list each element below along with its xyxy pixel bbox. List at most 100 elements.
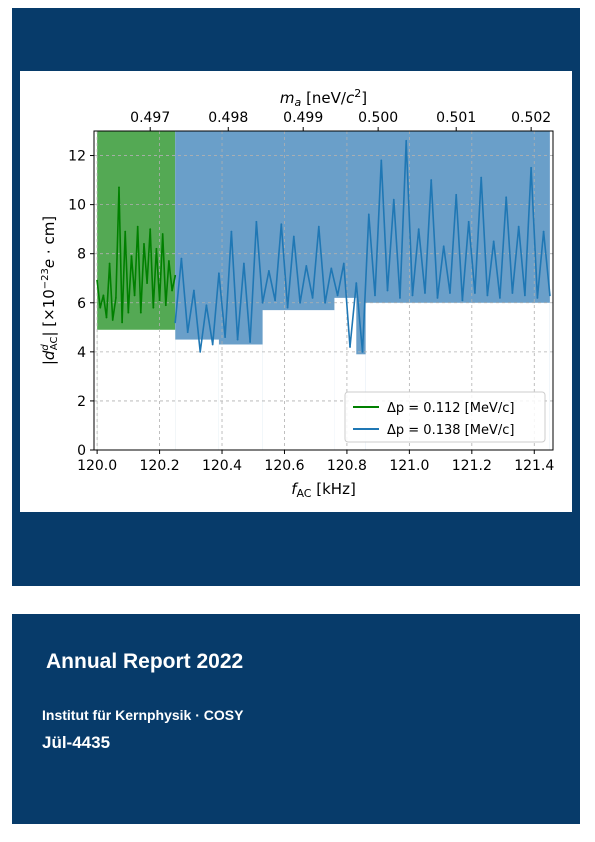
series-point-1-30 bbox=[361, 350, 364, 353]
series-point-0-15 bbox=[143, 242, 145, 245]
x-tick-label-2: 120.4 bbox=[202, 458, 242, 474]
series-point-1-0 bbox=[174, 321, 177, 324]
series-point-1-38 bbox=[411, 294, 414, 297]
series-point-1-32 bbox=[374, 294, 376, 297]
region-lower-bound-1 bbox=[187, 356, 213, 450]
legend-box bbox=[344, 391, 546, 443]
series-point-1-60 bbox=[548, 294, 551, 297]
series-point-1-29 bbox=[355, 282, 358, 285]
series-point-0-2 bbox=[102, 294, 105, 297]
series-point-1-54 bbox=[511, 292, 514, 294]
series-point-1-59 bbox=[542, 230, 545, 233]
series-point-0-22 bbox=[164, 304, 167, 307]
series-point-0-0 bbox=[96, 279, 99, 282]
series-point-1-7 bbox=[217, 272, 220, 275]
axis-ticks: 120.0 120.2 120.4 120.6 120.8 121.0 121.2 121.4… bbox=[68, 110, 554, 474]
series-point-1-21 bbox=[305, 265, 308, 267]
series-point-1-40 bbox=[424, 292, 426, 294]
series-point-1-58 bbox=[536, 296, 539, 299]
series-point-1-15 bbox=[267, 269, 270, 272]
y-tick-label-6: 12 bbox=[68, 149, 86, 165]
series-point-1-47 bbox=[467, 220, 470, 223]
series-point-0-18 bbox=[152, 306, 155, 309]
series-point-1-5 bbox=[205, 304, 208, 307]
series-point-0-11 bbox=[130, 255, 133, 258]
series-lines bbox=[96, 139, 551, 353]
top-tick-label-2: 0.499 bbox=[283, 110, 323, 126]
series-point-0-7 bbox=[118, 186, 120, 189]
legend-label-blue: Δp = 0.138 [MeV/c] bbox=[387, 423, 514, 438]
series-point-0-23 bbox=[168, 260, 170, 262]
series-point-1-50 bbox=[486, 294, 489, 297]
top-tick-label-1: 0.498 bbox=[208, 110, 248, 126]
series-point-1-33 bbox=[380, 159, 383, 162]
institute-name: Institut für Kernphysik · COSY bbox=[42, 707, 244, 723]
series-point-0-10 bbox=[127, 311, 130, 314]
x-tick-label-0: 120.0 bbox=[77, 458, 117, 474]
series-point-0-9 bbox=[124, 230, 127, 233]
report-title: Annual Report 2022 bbox=[46, 650, 244, 673]
x-axis-label: fAC [kHz] bbox=[291, 480, 356, 500]
series-point-0-5 bbox=[111, 319, 114, 321]
series-point-1-2 bbox=[186, 331, 189, 334]
axes-frame bbox=[93, 130, 554, 451]
series-point-1-56 bbox=[523, 294, 526, 297]
series-point-0-16 bbox=[146, 282, 148, 285]
legend-label-green: Δp = 0.112 [MeV/c] bbox=[387, 401, 514, 416]
y-tick-label-3: 6 bbox=[77, 296, 86, 312]
series-point-0-17 bbox=[149, 228, 152, 231]
y-tick-label-5: 10 bbox=[68, 198, 86, 214]
series-point-1-16 bbox=[274, 299, 277, 302]
series-point-1-22 bbox=[311, 296, 314, 299]
series-point-1-52 bbox=[499, 296, 501, 299]
series-point-0-20 bbox=[158, 299, 161, 302]
top-tick-label-5: 0.502 bbox=[511, 110, 551, 126]
series-point-1-27 bbox=[342, 262, 345, 265]
series-point-1-39 bbox=[417, 228, 420, 231]
x-tick-label-4: 120.8 bbox=[327, 458, 367, 474]
top-tick-label-4: 0.501 bbox=[436, 110, 476, 126]
series-point-1-6 bbox=[211, 343, 214, 346]
series-point-1-44 bbox=[449, 292, 451, 294]
series-point-1-46 bbox=[461, 299, 464, 302]
x-tick-label-3: 120.6 bbox=[264, 458, 304, 474]
series-point-1-41 bbox=[430, 179, 433, 181]
y-tick-label-1: 2 bbox=[77, 394, 86, 410]
x-tick-label-6: 121.2 bbox=[452, 458, 492, 474]
region-lower-bound-green bbox=[97, 329, 176, 450]
top-tick-label-3: 0.500 bbox=[358, 110, 398, 126]
series-point-1-8 bbox=[224, 336, 227, 339]
x-tick-label-5: 121.0 bbox=[389, 458, 429, 474]
series-point-1-45 bbox=[455, 193, 458, 196]
series-point-1-3 bbox=[193, 289, 195, 292]
report-number: Jül-4435 bbox=[42, 733, 111, 752]
series-point-0-21 bbox=[161, 233, 164, 235]
series-point-1-28 bbox=[349, 346, 351, 348]
cover-bottom-panel bbox=[12, 614, 580, 824]
series-point-1-31 bbox=[367, 213, 370, 216]
series-point-1-10 bbox=[236, 338, 239, 341]
top-tick-label-0: 0.497 bbox=[130, 110, 170, 126]
series-point-1-37 bbox=[405, 139, 408, 142]
series-point-1-43 bbox=[442, 245, 445, 248]
figure-frame: 120.0 120.2 120.4 120.6 120.8 121.0 121.2 121.4… bbox=[20, 71, 572, 512]
series-point-1-19 bbox=[292, 235, 295, 238]
top-axis-label: ma [neV/c2] bbox=[280, 87, 367, 109]
series-point-1-14 bbox=[261, 301, 264, 304]
series-point-1-20 bbox=[299, 301, 301, 304]
series-point-0-24 bbox=[171, 289, 173, 292]
series-point-1-49 bbox=[480, 176, 483, 179]
series-point-1-17 bbox=[280, 223, 283, 226]
y-tick-label-4: 8 bbox=[77, 247, 86, 263]
series-point-0-8 bbox=[121, 321, 124, 324]
series-line-green bbox=[96, 186, 176, 324]
series-point-1-1 bbox=[180, 257, 183, 260]
y-tick-label-0: 0 bbox=[77, 443, 86, 459]
series-point-1-57 bbox=[530, 166, 533, 169]
series-point-0-4 bbox=[108, 262, 111, 265]
series-point-0-12 bbox=[133, 294, 136, 297]
series-point-1-23 bbox=[317, 225, 320, 228]
series-point-0-1 bbox=[99, 306, 102, 309]
series-point-1-9 bbox=[230, 230, 233, 233]
series-point-1-55 bbox=[517, 225, 520, 228]
